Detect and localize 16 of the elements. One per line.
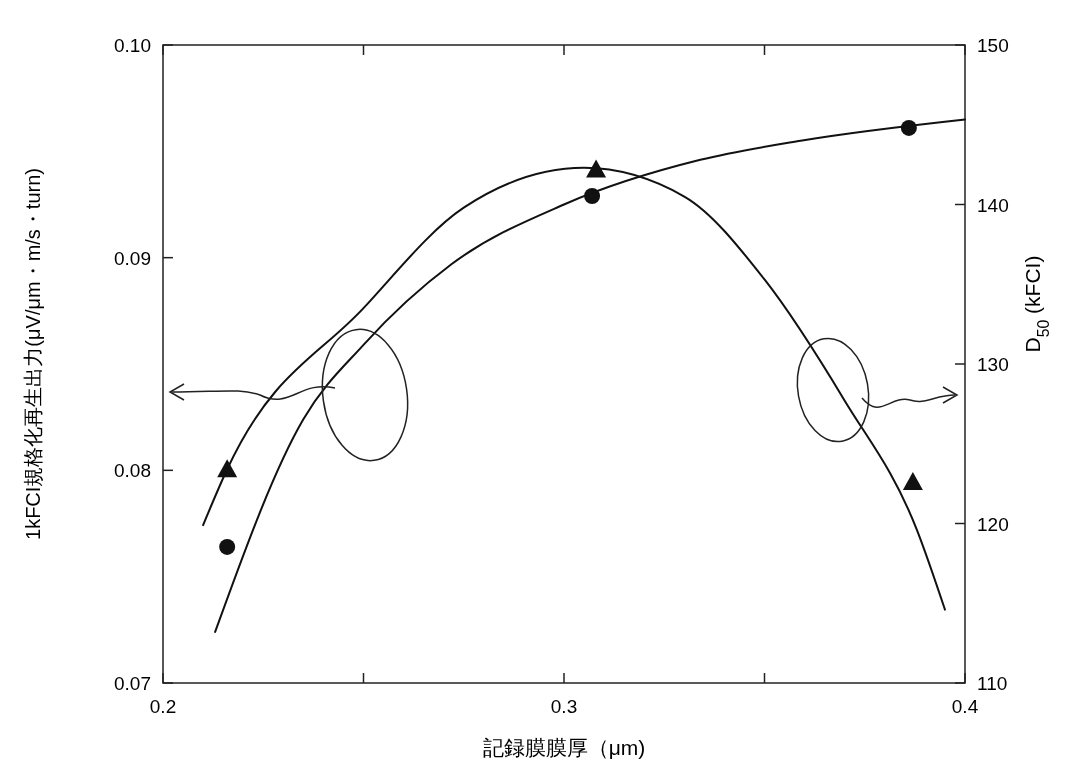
x-tick-label: 0.3 [550,696,578,717]
point [219,538,236,555]
x-tick-label: 0.2 [149,696,177,717]
y-tick-label: 0.08 [114,460,151,482]
point [902,472,923,491]
y2-tick-label: 150 [977,35,1009,56]
y2-tick-label: 140 [977,194,1009,216]
y-axis-title: 1kFCI規格化再生出力(μV/μm・m/s・turn) [22,168,44,540]
y2-tick-label: 110 [977,673,1008,694]
y2-tick-label: 120 [977,513,1009,535]
x-tick-label: 0.4 [951,696,979,717]
y2-tick-label: 130 [977,354,1009,375]
x-axis-title: 記録膜膜厚（μm) [482,736,646,759]
y-tick-label: 0.09 [114,247,151,269]
y-tick-label: 0.10 [114,35,151,56]
y-tick-label: 0.07 [114,673,151,694]
